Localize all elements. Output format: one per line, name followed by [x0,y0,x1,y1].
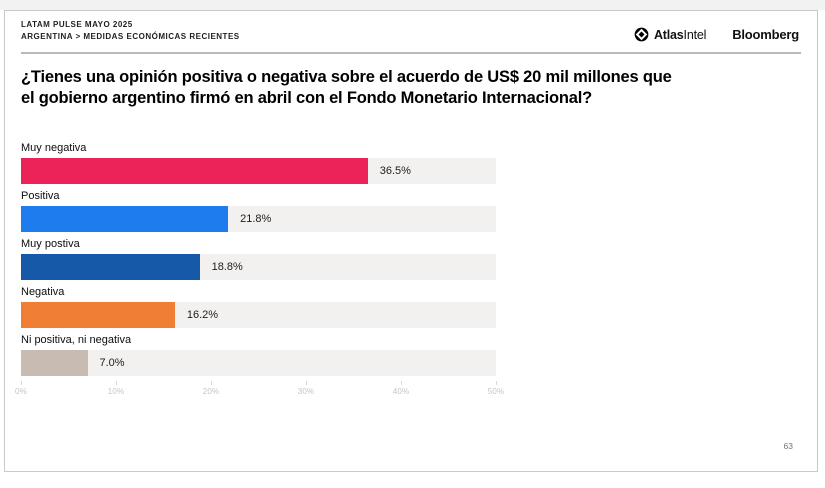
x-axis-tick-mark [21,381,22,385]
bar-fill [21,302,175,328]
x-axis-tick-mark [306,381,307,385]
question-title-line2: el gobierno argentino firmó en abril con… [21,89,592,107]
x-axis-tick-label: 50% [487,387,505,396]
bar-track: 18.8% [21,254,496,280]
logo-group: AtlasIntel Bloomberg [634,27,799,42]
header-kicker-block: LATAM PULSE MAYO 2025 ARGENTINA > MEDIDA… [21,19,240,43]
x-axis-tick-mark [116,381,117,385]
x-axis-tick-mark [401,381,402,385]
bar-fill [21,206,229,232]
header-divider [21,52,801,54]
bar-track: 7.0% [21,350,496,376]
bar-value-label: 36.5% [379,165,411,177]
x-axis-tick-mark [496,381,497,385]
bar-fill [21,158,368,184]
bar-fill [21,254,200,280]
bar-group: Negativa 16.2% [21,285,496,328]
x-axis: 0% 10% 20% 30% 40% 50% [15,381,504,403]
bar-value-label: 18.8% [211,261,243,273]
x-axis-tick-label: 0% [15,387,27,396]
x-axis-tick-mark [211,381,212,385]
x-axis-tick-label: 10% [107,387,125,396]
bar-category-label: Positiva [21,190,60,202]
bar-value-label: 7.0% [99,357,125,369]
breadcrumb: ARGENTINA > MEDIDAS ECONÓMICAS RECIENTES [21,32,240,41]
bar-groups: Muy negativa 36.5% Positiva 21.8% Muy postiv… [21,141,496,376]
bar-track: 36.5% [21,158,496,184]
bar-group: Positiva 21.8% [21,189,496,232]
bar-track: 21.8% [21,206,496,232]
report-kicker: LATAM PULSE MAYO 2025 [21,20,133,29]
bloomberg-logo: Bloomberg [732,27,799,42]
atlasintel-wordmark-bold: Atlas [653,27,684,42]
bar-category-label: Muy postiva [21,238,80,250]
bar-value-label: 16.2% [186,309,219,321]
bar-category-label: Ni positiva, ni negativa [21,334,132,346]
bar-value-label: 21.8% [240,213,272,225]
slide: LATAM PULSE MAYO 2025 ARGENTINA > MEDIDA… [4,10,818,472]
bar-category-label: Muy negativa [21,142,87,154]
page-number: 63 [783,441,793,451]
page-top-strip [0,0,825,10]
bar-category-label: Negativa [21,286,65,298]
x-axis-tick-label: 20% [202,387,220,396]
bar-track: 16.2% [21,302,496,328]
atlasintel-icon [634,27,649,42]
bar-group: Muy negativa 36.5% [21,141,496,184]
atlasintel-wordmark-regular: Intel [683,27,707,42]
bar-chart: Muy negativa 36.5% Positiva 21.8% Muy postiv… [15,141,504,403]
atlasintel-logo: AtlasIntel [634,27,706,42]
question-title: ¿Tienes una opinión positiva o negativa … [21,67,805,109]
x-axis-tick-label: 30% [297,387,315,396]
bar-group: Ni positiva, ni negativa 7.0% [21,333,496,376]
atlasintel-wordmark: AtlasIntel [654,28,706,42]
bar-fill [21,350,88,376]
bar-group: Muy postiva 18.8% [21,237,496,280]
question-title-line1: ¿Tienes una opinión positiva o negativa … [21,68,672,86]
x-axis-tick-label: 40% [392,387,410,396]
